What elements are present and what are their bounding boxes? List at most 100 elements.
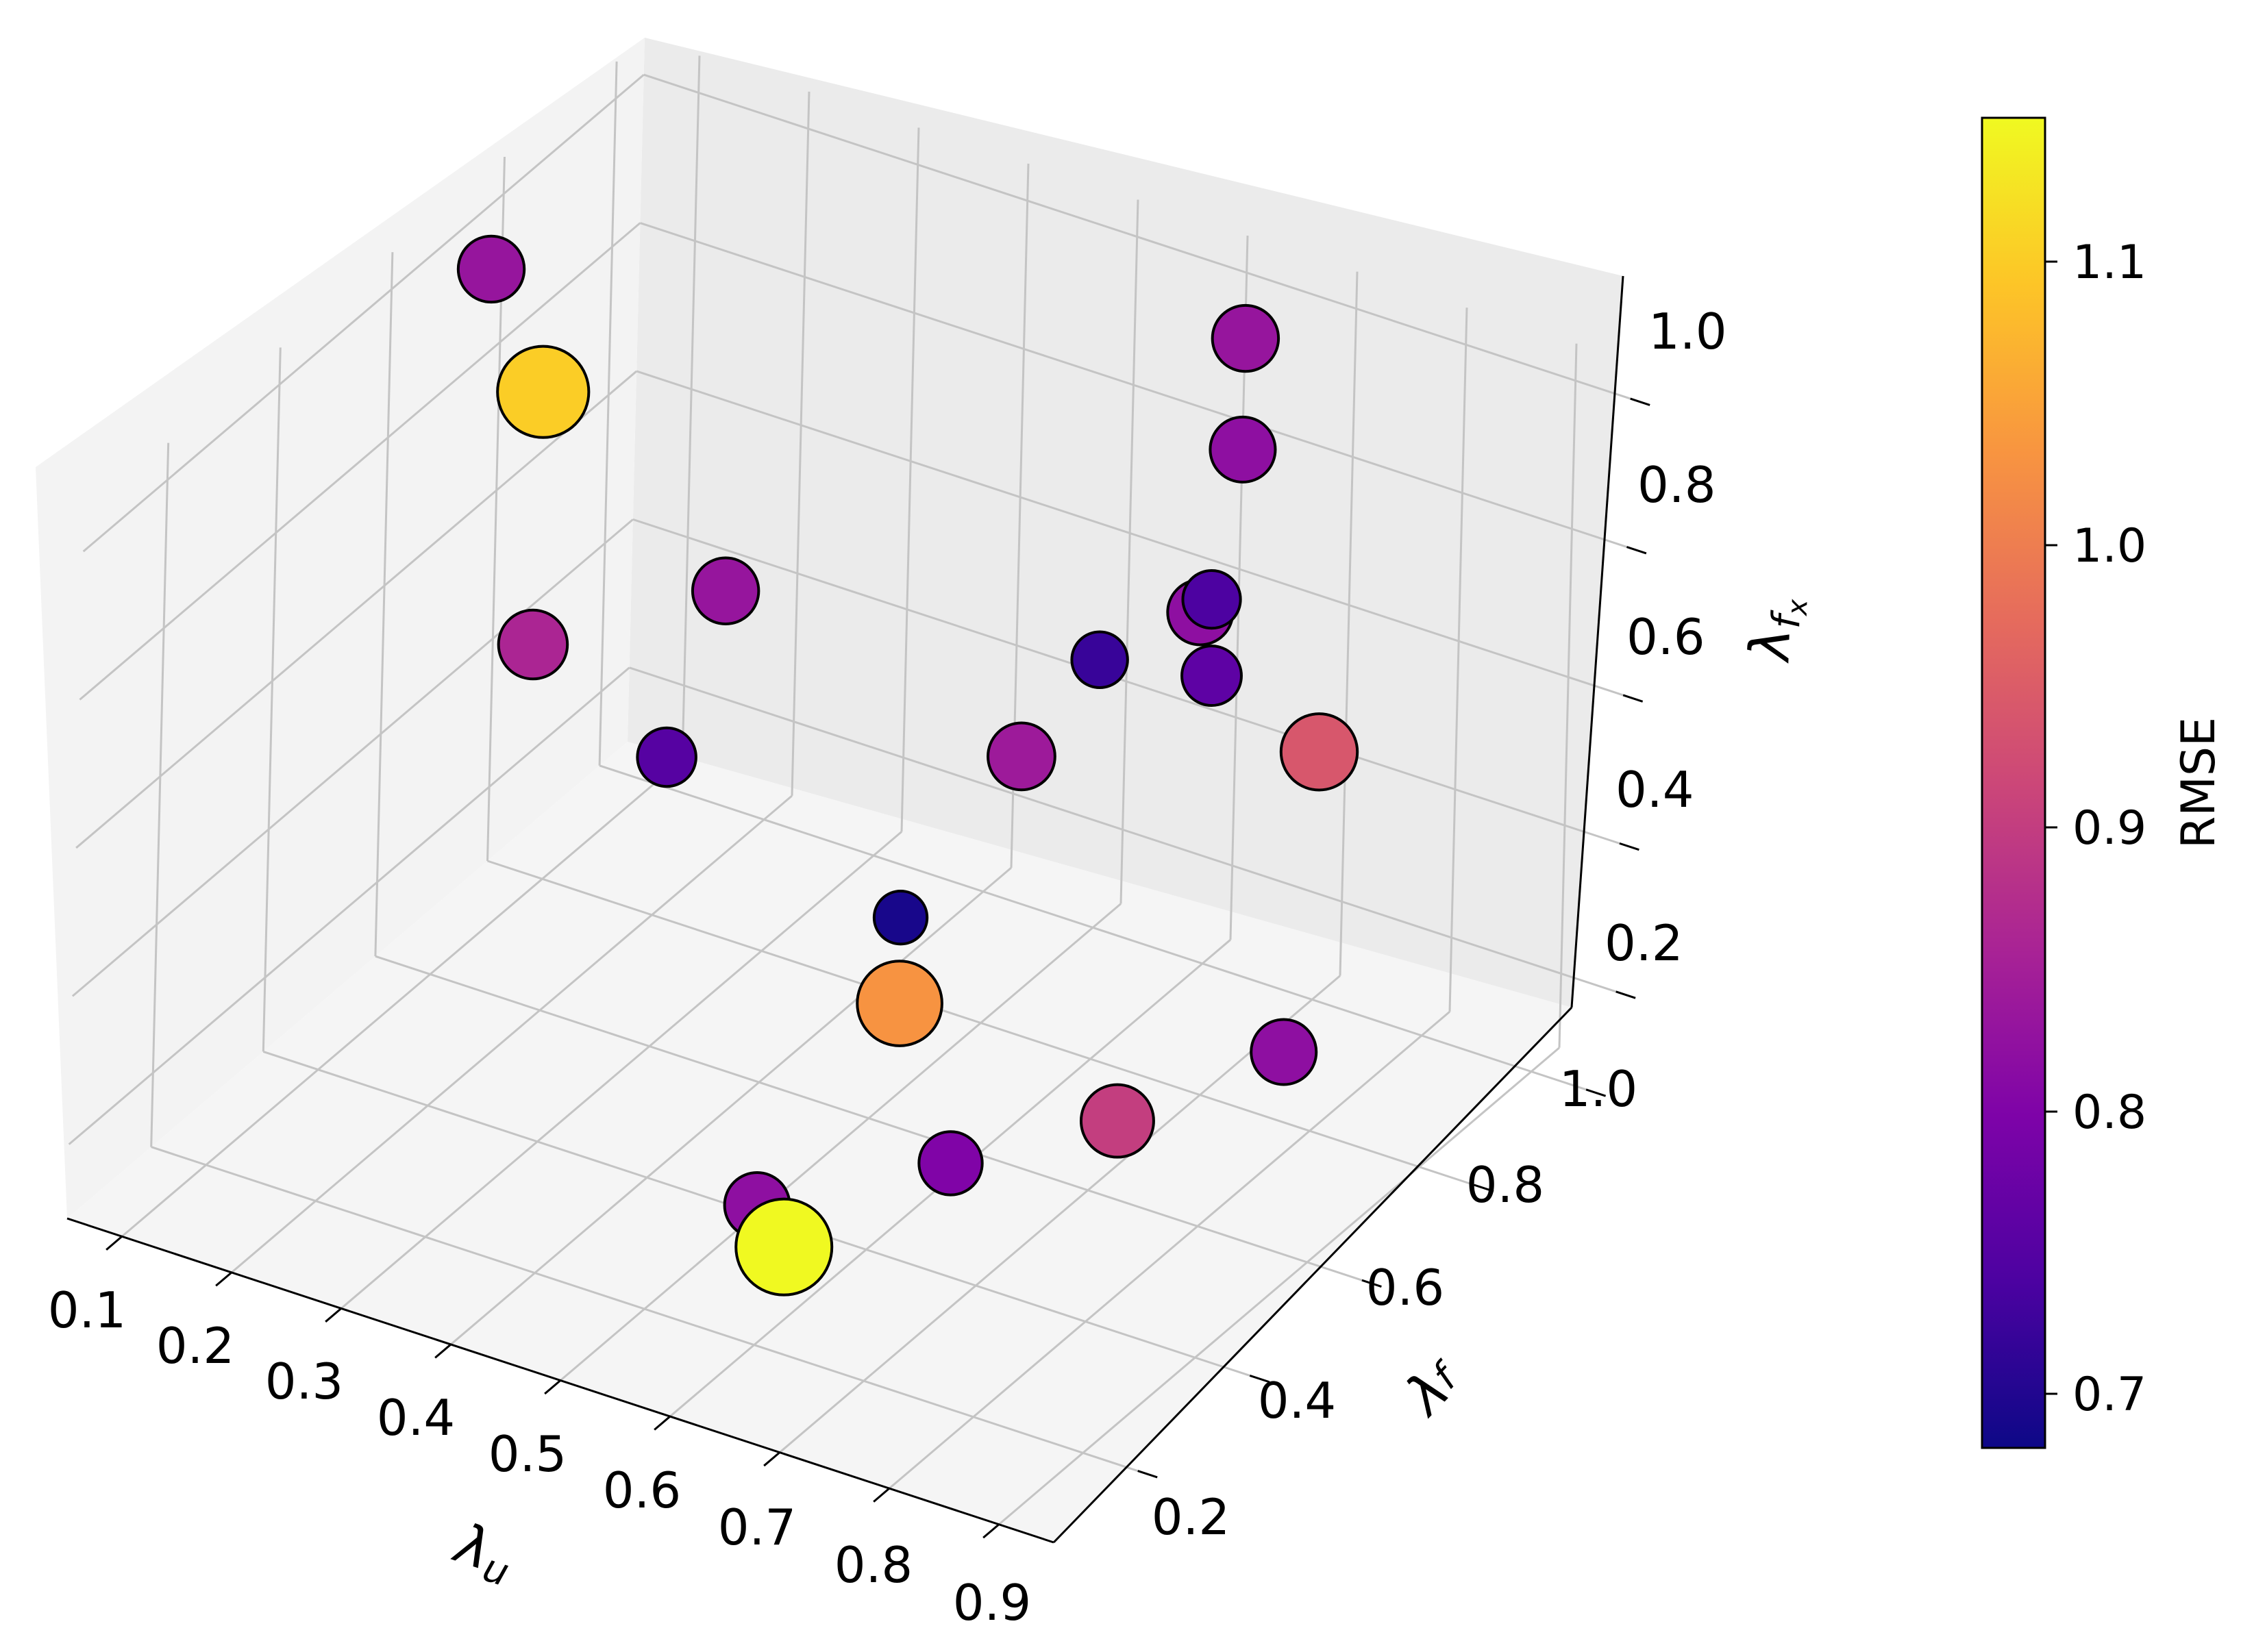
colorbar-tick-label: 0.9 [2072, 801, 2146, 855]
x-tick-mark [873, 1488, 890, 1503]
x-tick-mark [982, 1523, 1000, 1539]
colorbar-ticks [2045, 260, 2057, 1395]
x-tick-label: 0.1 [48, 1281, 127, 1339]
y-tick-label: 0.8 [1466, 1156, 1545, 1214]
colorbar-tick-label: 1.1 [2072, 236, 2146, 290]
data-point [856, 960, 943, 1047]
y-axis-label: λf [1391, 1345, 1474, 1428]
x-tick-label: 0.9 [953, 1574, 1032, 1631]
x-tick-mark [654, 1415, 671, 1431]
z-tick-mark [1615, 990, 1636, 999]
z-axis-label: λfx [1737, 597, 1813, 665]
x-gridline-floor [450, 866, 1012, 1346]
x-tick-mark [325, 1307, 342, 1323]
colorbar-label: RMSE [2172, 717, 2226, 849]
data-point [1250, 1018, 1318, 1086]
z-tick-mark [1630, 397, 1650, 406]
data-point [1079, 1083, 1155, 1159]
colorbar-tick-label: 0.7 [2072, 1368, 2146, 1422]
x-tick-label: 0.3 [265, 1353, 344, 1410]
z-gridline-left [71, 518, 634, 997]
data-point [636, 726, 697, 788]
x-gridline-back [1119, 199, 1139, 904]
floor-pane [67, 742, 1572, 1542]
y-gridline-left [374, 252, 394, 957]
y-gridline-floor [487, 860, 1474, 1186]
z-gridline-left [79, 222, 641, 701]
x-gridline-back [900, 127, 920, 832]
y-tick-mark [1361, 1279, 1382, 1288]
z-tick-mark [1622, 694, 1644, 703]
data-point [1279, 712, 1359, 792]
z-tick-mark [1626, 546, 1647, 555]
x-tick-label: 0.8 [834, 1536, 913, 1594]
z-tick-label: 0.2 [1605, 914, 1683, 972]
x-tick-mark [763, 1451, 780, 1467]
z-gridline-back [636, 370, 1624, 697]
z-tick-label: 0.4 [1615, 761, 1694, 818]
x-gridline-back [1558, 343, 1578, 1048]
data-points [456, 234, 1359, 1297]
y-tick-mark [1474, 1184, 1494, 1192]
y-gridline-left [150, 442, 170, 1147]
y-tick-label: 0.2 [1152, 1488, 1230, 1546]
z-gridline-back [629, 666, 1617, 993]
x-tick-label: 0.7 [718, 1499, 797, 1556]
z-gridline-left [82, 73, 645, 553]
axis-ticks [106, 397, 1650, 1539]
x-gridline-back [1339, 271, 1359, 976]
x-tick-mark [106, 1236, 123, 1251]
data-point [496, 345, 591, 439]
x-tick-label: 0.2 [156, 1317, 235, 1375]
left-pane [36, 38, 645, 1218]
y-gridline-floor [375, 955, 1363, 1281]
x-gridline-floor [998, 1047, 1560, 1525]
y-gridline-left [598, 61, 618, 766]
data-point [1209, 415, 1277, 484]
data-point [691, 556, 760, 625]
data-point [1211, 303, 1280, 373]
x-gridline-floor [779, 975, 1341, 1453]
data-point [872, 890, 929, 946]
z-tick-labels: 0.2 0.4 0.6 0.8 1.0 [1605, 303, 1727, 972]
z-gridline-left [68, 666, 630, 1145]
x-axis-label: λu [444, 1511, 522, 1596]
z-gridline-back [639, 222, 1627, 548]
y-gridline-floor [599, 764, 1587, 1091]
data-point [917, 1130, 984, 1197]
x-gridline-floor [560, 903, 1122, 1381]
z-gridline-back [643, 73, 1631, 400]
data-point [456, 234, 526, 304]
x-gridline-floor [231, 794, 793, 1273]
z-gridline-back [632, 518, 1620, 844]
y-tick-mark [1137, 1470, 1158, 1479]
y-tick-label: 0.6 [1366, 1259, 1445, 1316]
data-point [1180, 644, 1243, 708]
x-tick-label: 0.6 [603, 1462, 682, 1519]
data-point [1181, 569, 1242, 630]
panes [36, 38, 1623, 1542]
back-pane [628, 38, 1623, 1008]
x-gridline-floor [121, 759, 683, 1238]
y-tick-label: 0.4 [1258, 1372, 1337, 1429]
x-gridline-back [791, 91, 810, 796]
colorbar-tick-label: 1.0 [2072, 519, 2146, 573]
z-gridline-left [75, 370, 638, 849]
y-gridline-left [262, 347, 282, 1052]
colorbar-bar [1981, 116, 2046, 1449]
x-tick-label: 0.5 [488, 1425, 567, 1483]
z-tick-label: 0.6 [1626, 608, 1705, 666]
x-tick-mark [544, 1379, 561, 1395]
data-point [497, 608, 569, 681]
z-tick-mark [1619, 842, 1639, 851]
y-tick-labels: 0.2 0.4 0.6 0.8 1.0 [1152, 1060, 1638, 1546]
x-gridline-floor [341, 831, 902, 1310]
y-tick-mark [1585, 1088, 1607, 1097]
data-point [987, 721, 1056, 792]
x-gridline-back [1448, 308, 1468, 1012]
y-tick-label: 1.0 [1559, 1060, 1638, 1118]
colorbar: 0.7 0.8 0.9 1.0 1.1 RMSE [1981, 116, 2226, 1449]
x-tick-labels: 0.1 0.2 0.3 0.4 0.5 0.6 0.7 0.8 0.9 [48, 1281, 1032, 1631]
x-gridline-floor [889, 1011, 1450, 1490]
